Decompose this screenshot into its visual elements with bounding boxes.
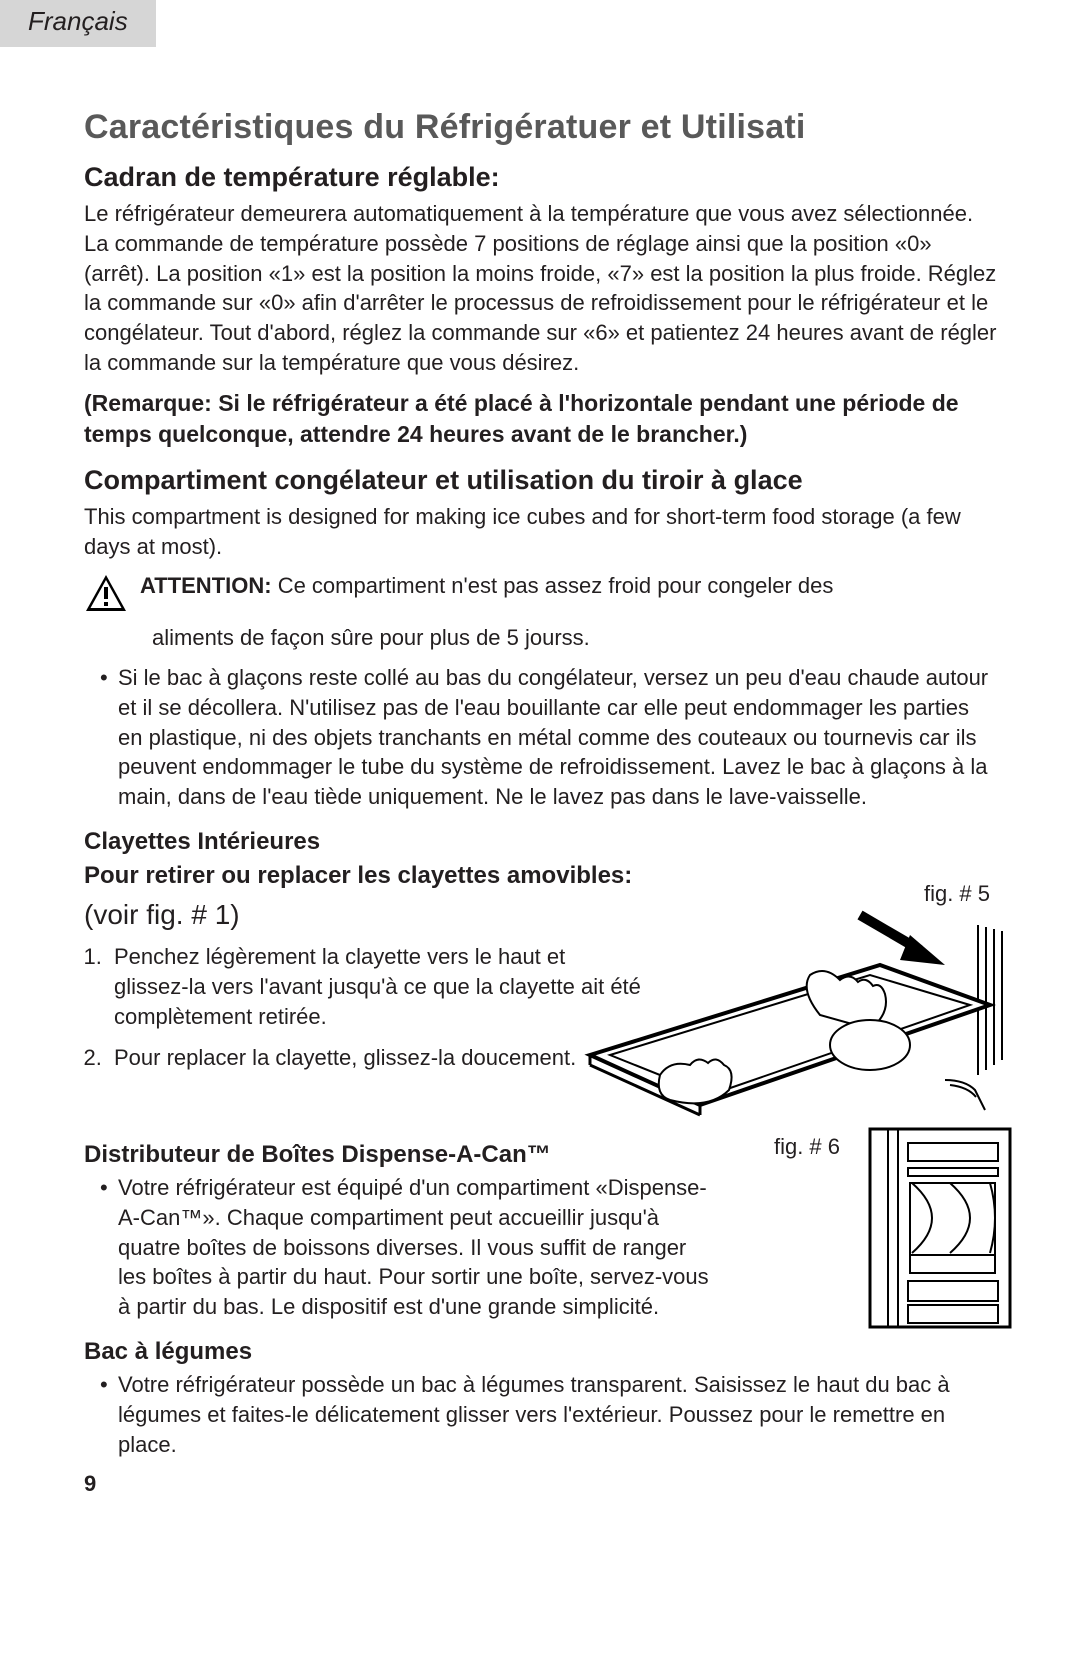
attention-block: ATTENTION: Ce compartiment n'est pas ass… [84, 571, 998, 613]
section-heading-temperature: Cadran de température réglable: [84, 159, 998, 195]
attention-line1: Ce compartiment n'est pas assez froid po… [272, 573, 834, 598]
page-content: Caractéristiques du Réfrigératuer et Uti… [0, 47, 1080, 1499]
bullet-dispense-a-can: Votre réfrigérateur est équipé d'un comp… [104, 1173, 714, 1321]
figure-5-illustration [560, 905, 1010, 1125]
attention-text-line1: ATTENTION: Ce compartiment n'est pas ass… [140, 571, 833, 601]
paragraph-temperature: Le réfrigérateur demeurera automatiqueme… [84, 199, 998, 377]
section-heading-freezer: Compartiment congélateur et utilisation … [84, 462, 998, 498]
page-number: 9 [84, 1469, 998, 1499]
section-heading-shelves: Clayettes Intérieures [84, 826, 998, 858]
warning-icon [84, 573, 128, 613]
figure-6-label: fig. # 6 [774, 1132, 840, 1162]
page-title: Caractéristiques du Réfrigératuer et Uti… [84, 105, 998, 151]
language-tab: Français [0, 0, 156, 47]
figure-6-illustration [850, 1123, 1020, 1333]
section-heading-crisper: Bac à légumes [84, 1336, 998, 1368]
section-subheading-shelves: Pour retirer ou replacer les clayettes a… [84, 860, 998, 892]
attention-text-line2: aliments de façon sûre pour plus de 5 jo… [84, 623, 998, 653]
attention-label: ATTENTION: [140, 573, 272, 598]
bullet-ice-tray: Si le bac à glaçons reste collé au bas d… [104, 663, 998, 811]
bullet-crisper: Votre réfrigérateur possède un bac à lég… [104, 1370, 998, 1459]
note-horizontal-warning: (Remarque: Si le réfrigérateur a été pla… [84, 388, 998, 450]
paragraph-freezer: This compartment is designed for making … [84, 502, 998, 561]
